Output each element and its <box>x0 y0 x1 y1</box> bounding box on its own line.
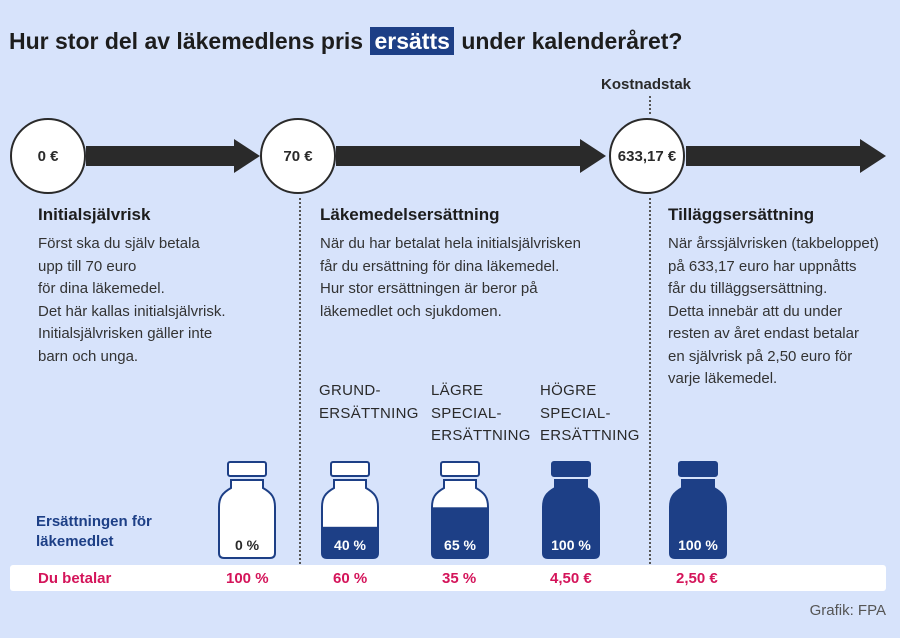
pays-initial: 100 % <box>226 570 269 587</box>
cost-cap-marker-line <box>649 96 651 114</box>
bottle-lower-special: 65 % <box>431 461 489 559</box>
you-pay-bar <box>10 565 886 591</box>
bottle-fill-level <box>543 480 599 558</box>
tier-higher-special: HÖGRE SPECIAL- ERSÄTTNING <box>540 382 640 444</box>
bottle-additional: 100 % <box>669 461 727 559</box>
threshold-70: 70 € <box>260 118 336 194</box>
heading-additional-reimbursement: Tilläggsersättning <box>668 205 815 224</box>
arrow-1-head <box>234 139 260 173</box>
arrow-2-head <box>580 139 606 173</box>
bottle-basic: 40 % <box>321 461 379 559</box>
heading-reimbursement: Läkemedelsersättning <box>320 205 500 224</box>
bottle-cap <box>678 461 718 477</box>
bottle-outline <box>542 479 600 559</box>
bottle-cap <box>551 461 591 477</box>
bottle-fill-level <box>322 526 378 558</box>
heading-initial-deductible: Initialsjälvrisk <box>38 205 151 224</box>
desc-additional-reimbursement: När årssjälvrisken (takbeloppet) på 633,… <box>668 235 879 387</box>
tier-basic: GRUND- ERSÄTTNING <box>319 382 419 422</box>
pays-higher-special: 4,50 € <box>550 570 592 587</box>
bottle-cap <box>440 461 480 477</box>
reimbursement-row-label: Ersättningen för läkemedlet <box>36 513 152 550</box>
credit: Grafik: FPA <box>809 602 886 619</box>
arrow-2-shaft <box>336 146 584 166</box>
bottle-higher-special: 100 % <box>542 461 600 559</box>
tier-lower-special: LÄGRE SPECIAL- ERSÄTTNING <box>431 382 531 444</box>
cost-cap-label: Kostnadstak <box>601 76 692 93</box>
bottle-cap <box>330 461 370 477</box>
divider-line-1 <box>299 198 301 588</box>
you-pay-label: Du betalar <box>38 570 112 587</box>
desc-reimbursement: När du har betalat hela initialsjälvrisk… <box>320 235 581 320</box>
bottle-percent-label: 0 % <box>235 537 260 553</box>
desc-initial-deductible: Först ska du själv betala upp till 70 eu… <box>38 235 226 365</box>
bottle-percent-label: 65 % <box>444 537 476 553</box>
bottle-body <box>219 480 275 558</box>
bottle-fill-level <box>670 480 726 558</box>
bottle-outline <box>669 479 727 559</box>
bottle-percent-label: 100 % <box>551 537 591 553</box>
bottle-outline <box>218 479 276 559</box>
bottle-fill-level <box>432 507 488 558</box>
bottle-percent-label: 40 % <box>334 537 366 553</box>
threshold-cap: 633,17 € <box>609 118 685 194</box>
bottle-outline <box>321 479 379 559</box>
pays-lower-special: 35 % <box>442 570 477 587</box>
arrow-1-shaft <box>86 146 236 166</box>
title-highlight: ersätts <box>370 27 454 55</box>
divider-line-2 <box>649 198 651 588</box>
bottle-initial: 0 % <box>218 461 276 559</box>
bottle-percent-label: 100 % <box>678 537 718 553</box>
arrow-3-head <box>860 139 886 173</box>
bottle-cap <box>227 461 267 477</box>
page-title: Hur stor del av läkemedlens pris ersätts… <box>9 27 683 55</box>
pays-additional: 2,50 € <box>676 570 718 587</box>
arrow-3-shaft <box>686 146 862 166</box>
pays-basic: 60 % <box>333 570 368 587</box>
bottle-outline <box>431 479 489 559</box>
threshold-0: 0 € <box>10 118 86 194</box>
